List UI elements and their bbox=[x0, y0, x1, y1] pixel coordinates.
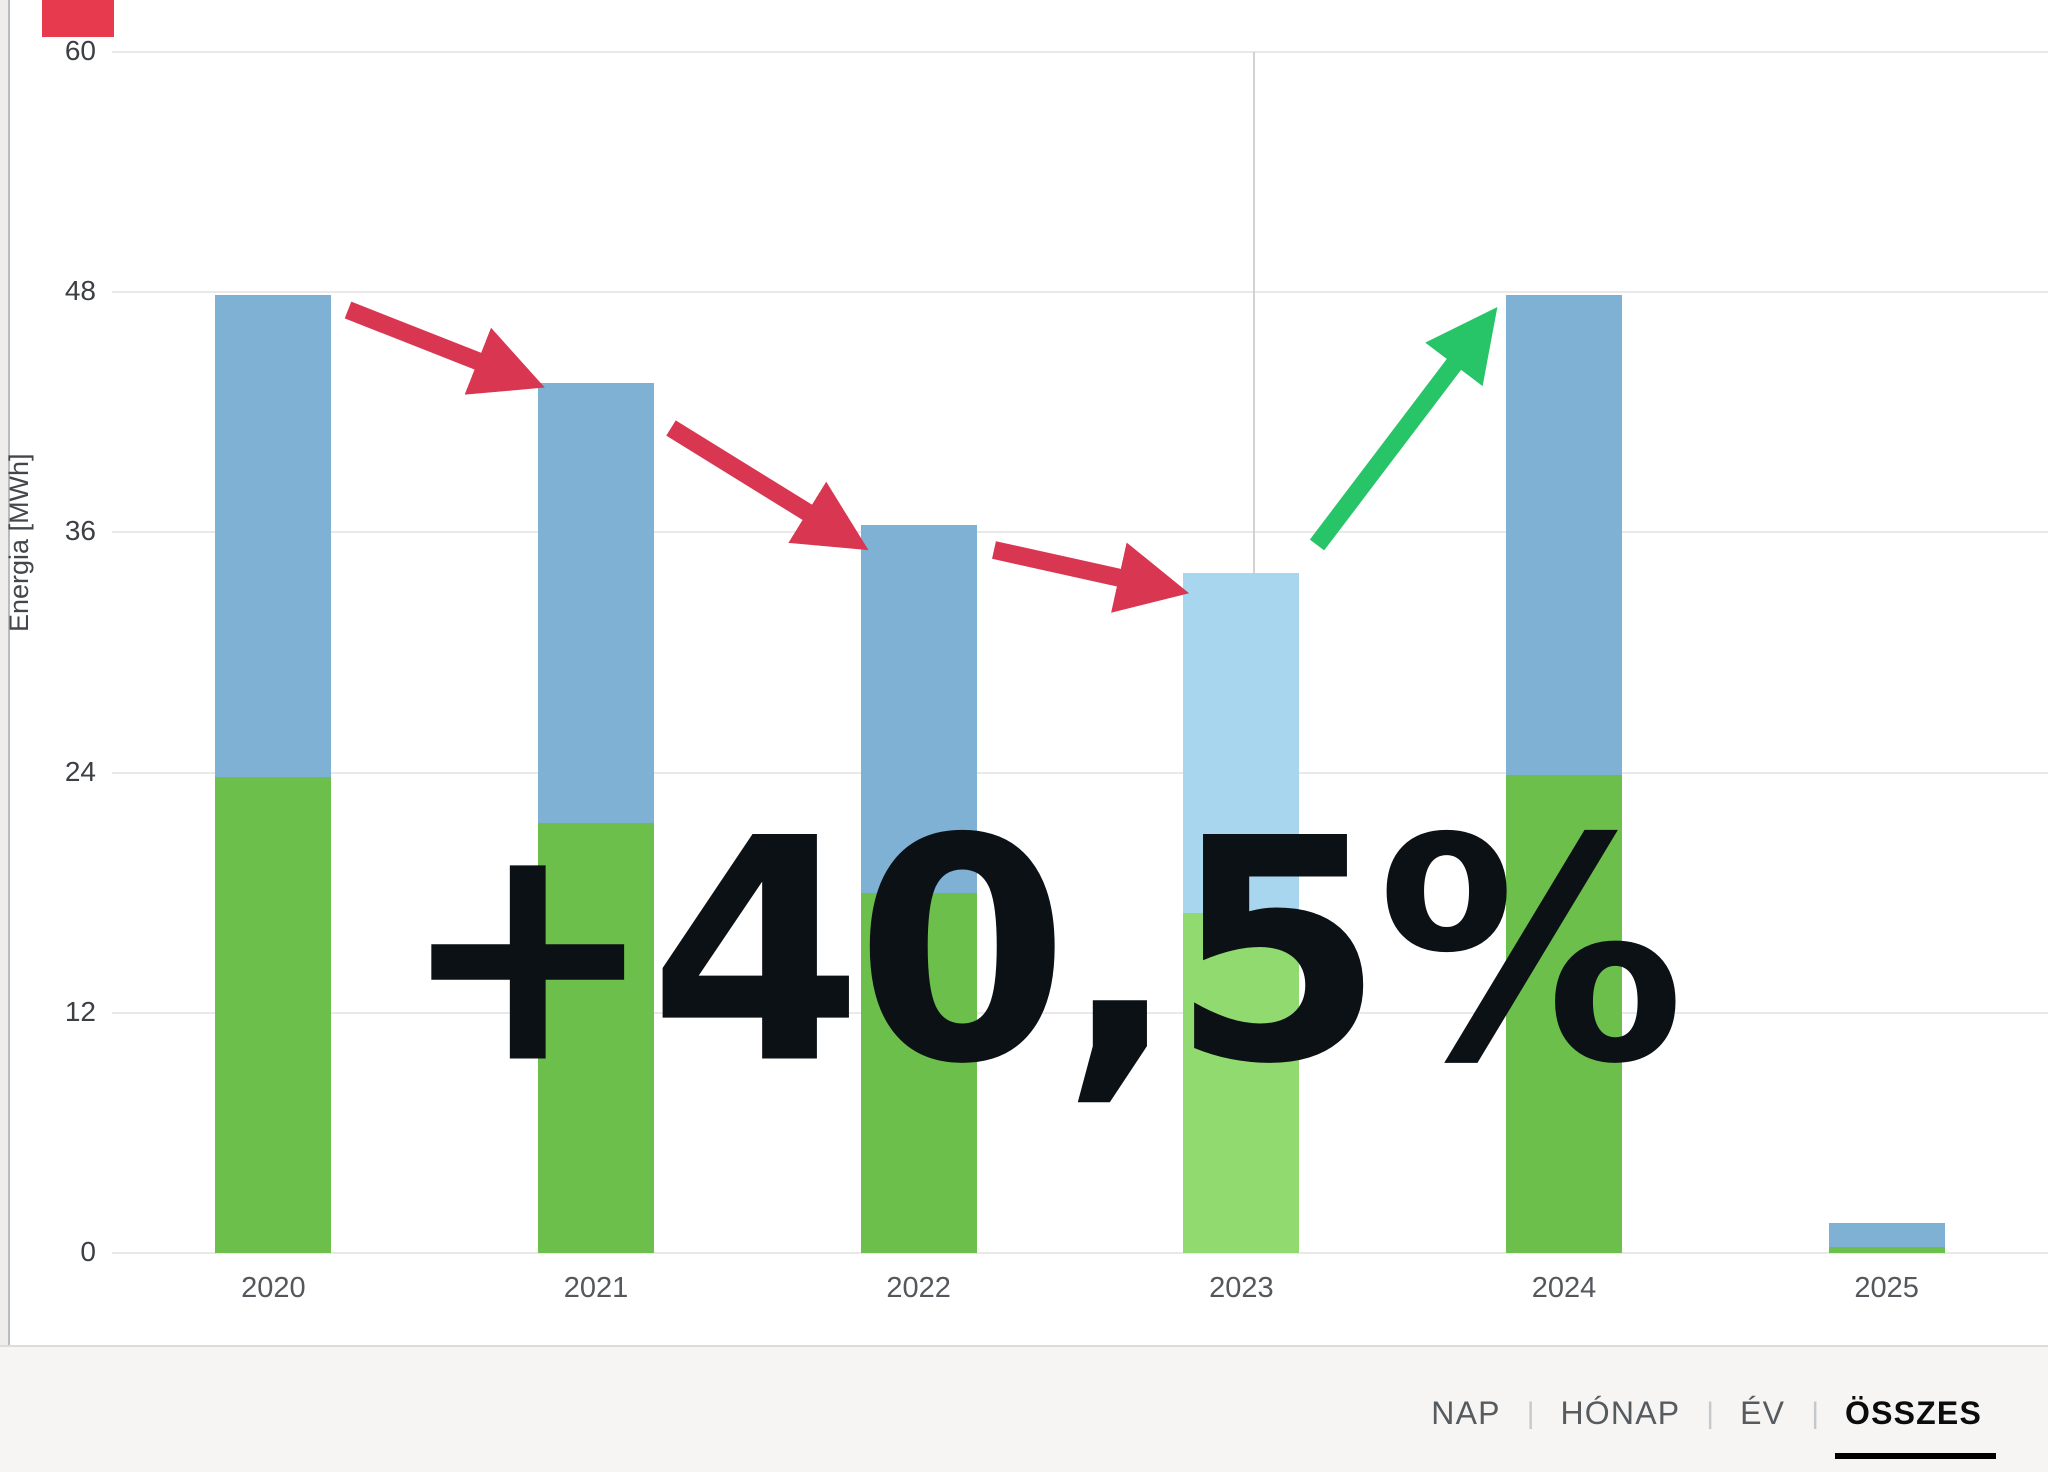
x-tick-label-2024: 2024 bbox=[1531, 1272, 1597, 1304]
bar-2020-blue-upper[interactable] bbox=[215, 295, 332, 777]
y-tick-label-24: 24 bbox=[64, 755, 96, 787]
x-tick-label-2023: 2023 bbox=[1209, 1272, 1274, 1304]
big-annotation: +40,5% bbox=[398, 772, 1686, 1132]
bar-2021-blue-upper[interactable] bbox=[538, 383, 654, 823]
tab-év[interactable]: ÉV bbox=[1740, 1395, 1786, 1431]
bar-2024-green-lower[interactable] bbox=[1506, 775, 1622, 1253]
footer-divider bbox=[0, 1345, 2048, 1347]
y-tick-label-12: 12 bbox=[64, 995, 96, 1027]
bar-2024-blue-upper[interactable] bbox=[1506, 295, 1622, 775]
bar-2022-green-lower[interactable] bbox=[860, 893, 977, 1253]
gridline-48 bbox=[112, 291, 2048, 294]
time-range-tabs: NAP | HÓNAP | ÉV | ÖSSZES bbox=[1431, 1395, 1997, 1459]
bar-2025-blue-upper[interactable] bbox=[1828, 1223, 1945, 1247]
gridline-60 bbox=[112, 51, 2048, 53]
bar-2025-green-lower[interactable] bbox=[1828, 1247, 1945, 1253]
gridline-24 bbox=[112, 771, 2048, 774]
y-tick-label-0: 0 bbox=[80, 1236, 96, 1267]
tab-separator: | bbox=[1706, 1396, 1715, 1430]
bar-2023-blue-upper[interactable] bbox=[1183, 573, 1300, 913]
bar-2023-green-lower[interactable] bbox=[1183, 913, 1300, 1253]
y-tick-label-60: 60 bbox=[64, 35, 96, 66]
tab-nap[interactable]: NAP bbox=[1431, 1395, 1501, 1431]
crosshair-line bbox=[1253, 52, 1256, 573]
bar-2021-green-lower[interactable] bbox=[538, 823, 654, 1253]
tab-hónap[interactable]: HÓNAP bbox=[1560, 1395, 1681, 1431]
gridline-12 bbox=[112, 1011, 2048, 1014]
x-tick-label-2021: 2021 bbox=[563, 1272, 629, 1304]
x-tick-label-2022: 2022 bbox=[886, 1272, 951, 1304]
chart-left-border bbox=[8, 0, 10, 1345]
tab-separator: | bbox=[1526, 1396, 1535, 1430]
left-gutter bbox=[0, 0, 8, 1472]
gridline-0 bbox=[112, 1252, 2048, 1254]
x-tick-label-2025: 2025 bbox=[1854, 1272, 1919, 1304]
x-tick-label-2020: 2020 bbox=[241, 1272, 306, 1304]
tab-separator: | bbox=[1811, 1396, 1819, 1430]
bar-2022-blue-upper[interactable] bbox=[860, 525, 977, 893]
y-tick-label-36: 36 bbox=[64, 515, 96, 547]
gridline-36 bbox=[112, 531, 2048, 534]
red-corner-mark bbox=[42, 0, 114, 37]
bar-2020-green-lower[interactable] bbox=[215, 777, 332, 1253]
y-tick-label-48: 48 bbox=[64, 275, 96, 307]
footer-bar: NAP | HÓNAP | ÉV | ÖSSZES bbox=[0, 1345, 2048, 1472]
tab-összes[interactable]: ÖSSZES bbox=[1834, 1395, 1997, 1459]
